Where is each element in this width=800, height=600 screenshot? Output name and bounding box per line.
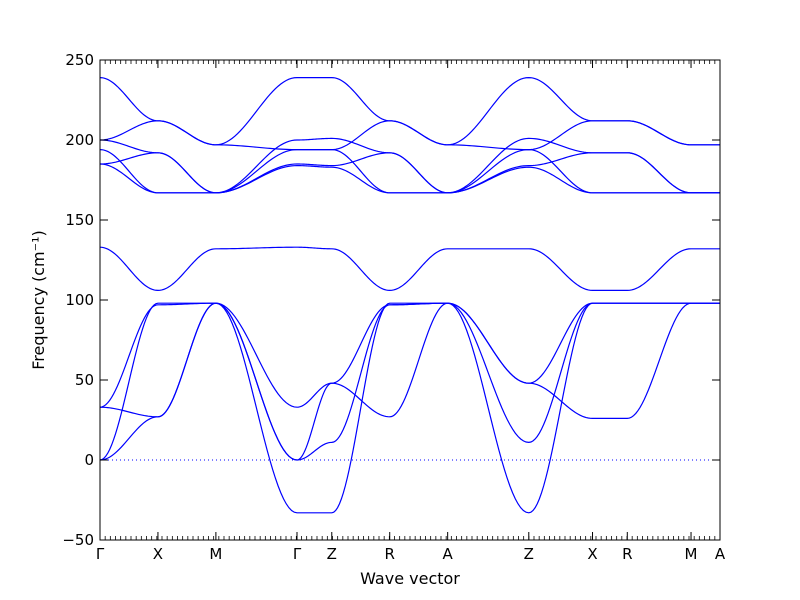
- x-tick-label: X: [587, 545, 597, 563]
- band-line-8: [99, 148, 720, 194]
- y-tick-label: 200: [65, 131, 94, 149]
- band-line-10: [99, 120, 720, 151]
- y-tick-label: 100: [65, 291, 94, 309]
- x-tick-label: Γ: [96, 545, 105, 563]
- x-tick-label: A: [443, 545, 454, 563]
- y-tick-label: 150: [65, 211, 94, 229]
- x-tick-label: Γ: [293, 545, 302, 563]
- band-line-7: [99, 152, 720, 194]
- band-line-1: [99, 302, 720, 461]
- y-tick-label: −50: [62, 531, 94, 549]
- x-tick-label: M: [685, 545, 698, 563]
- x-tick-label: R: [385, 545, 395, 563]
- x-tick-label: M: [209, 545, 222, 563]
- band-lines: [99, 76, 720, 514]
- x-tick-label: X: [153, 545, 163, 563]
- band-line-5: [99, 246, 720, 292]
- band-line-9: [99, 137, 720, 194]
- high-symmetry-ticks: [99, 60, 721, 540]
- band-line-4: [99, 302, 720, 418]
- plot-frame: [99, 59, 721, 541]
- y-tick-label: 250: [65, 51, 94, 69]
- x-axis-title: Wave vector: [360, 569, 460, 588]
- x-tick-label: Z: [327, 545, 337, 563]
- y-axis-ticks: −50 0 50 100 150 200 250: [62, 51, 720, 549]
- y-axis-title: Frequency (cm⁻¹): [29, 230, 48, 369]
- band-line-3: [99, 302, 720, 461]
- x-tick-label: A: [715, 545, 726, 563]
- y-tick-label: 50: [75, 371, 94, 389]
- band-line-2: [99, 302, 720, 514]
- y-tick-label: 0: [84, 451, 94, 469]
- band-line-11: [99, 76, 720, 146]
- x-tick-label: Z: [524, 545, 534, 563]
- x-tick-label: R: [622, 545, 632, 563]
- band-line-6: [99, 163, 720, 194]
